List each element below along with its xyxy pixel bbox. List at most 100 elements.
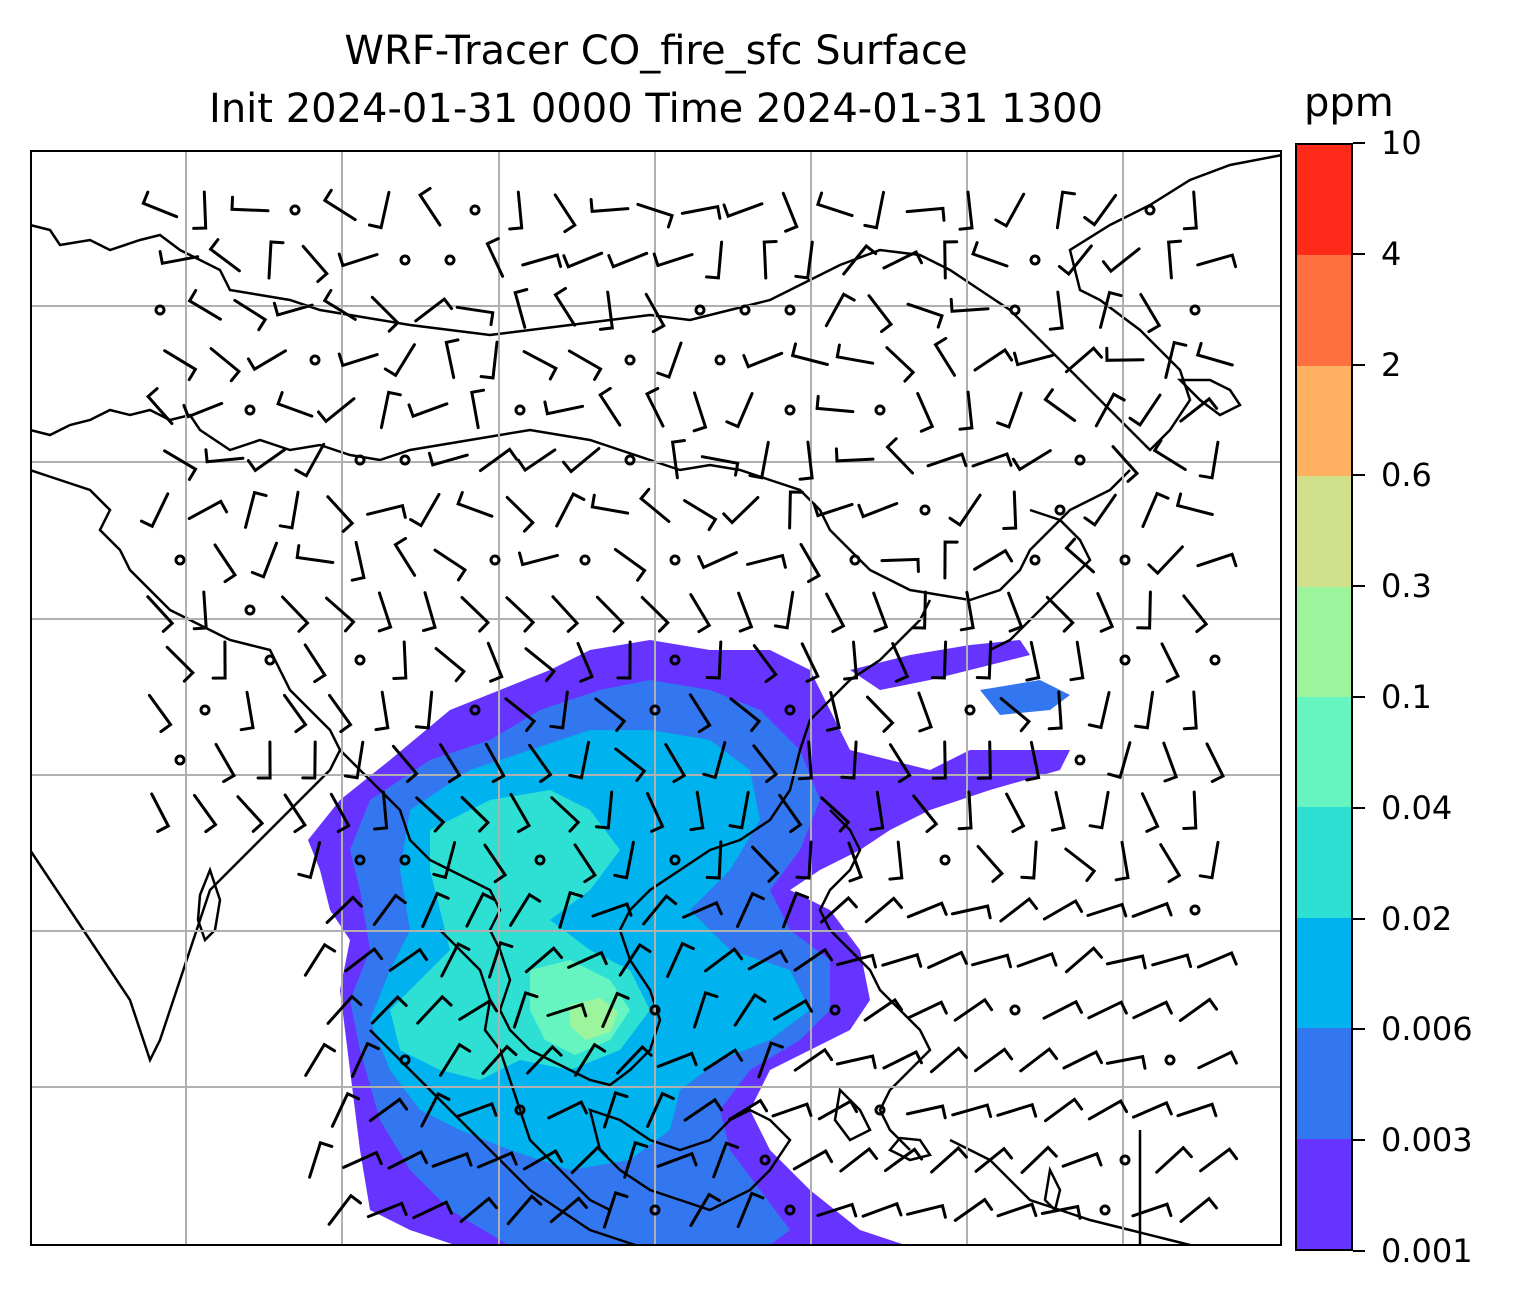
colorbar-segment-3 <box>1297 807 1351 918</box>
wind-barb <box>484 742 506 784</box>
wind-barb <box>973 548 1014 571</box>
wind-barb <box>573 843 597 884</box>
calm-marker <box>1119 654 1131 666</box>
wind-barb <box>616 1044 653 1075</box>
wind-barb <box>705 240 724 280</box>
wind-barb <box>1016 951 1058 968</box>
calm-marker <box>444 254 456 266</box>
wind-barb <box>773 998 814 1021</box>
calm-marker <box>199 704 211 716</box>
wind-barb <box>798 440 814 481</box>
wind-barb <box>555 491 586 528</box>
wind-barb <box>888 840 904 881</box>
wind-barb <box>836 953 877 969</box>
colorbar-tick-label: 2 <box>1381 345 1402 384</box>
wind-barb <box>824 292 856 328</box>
wind-barb <box>601 991 630 1028</box>
calm-marker <box>1164 1054 1176 1066</box>
wind-barb <box>567 950 608 969</box>
wind-barb <box>613 840 635 880</box>
wind-barb <box>524 946 563 974</box>
calm-marker <box>1074 454 1086 466</box>
wind-barb <box>283 693 308 734</box>
wind-barb <box>815 394 855 414</box>
wind-barb <box>521 253 563 268</box>
wind-barb <box>192 590 208 631</box>
wind-barb <box>322 188 357 222</box>
wind-barb <box>607 251 649 269</box>
wind-barb <box>351 1041 380 1078</box>
wind-barb <box>656 1151 698 1168</box>
calm-marker <box>489 554 501 566</box>
wind-barb <box>773 590 795 630</box>
wind-barb <box>881 952 923 968</box>
wind-barb <box>689 1192 721 1227</box>
wind-barb <box>1062 1049 1103 1070</box>
wind-barb <box>526 1044 563 1075</box>
wind-barb <box>1182 790 1198 830</box>
colorbar-tick-label: 0.006 <box>1381 1010 1473 1049</box>
wind-barb <box>192 190 208 230</box>
wind-barb <box>839 1146 879 1173</box>
calm-marker <box>174 554 186 566</box>
wind-barb <box>431 1151 473 1168</box>
wind-barb <box>1083 193 1118 227</box>
wind-barb <box>692 391 708 433</box>
wind-barb <box>567 349 603 381</box>
wind-barb <box>788 490 804 530</box>
wind-barb <box>618 942 652 977</box>
wind-barb <box>373 790 389 831</box>
wind-barb <box>943 240 959 280</box>
wind-barb <box>1131 901 1173 918</box>
wind-barb <box>476 1151 518 1169</box>
wind-barb <box>409 492 441 528</box>
wind-barb <box>861 1201 903 1218</box>
wind-barb <box>379 390 402 430</box>
wind-barb <box>366 1201 408 1219</box>
wind-barb <box>1178 997 1219 1022</box>
wind-barb <box>793 1047 834 1072</box>
wind-barb <box>1105 346 1145 362</box>
wind-barb <box>512 991 539 1029</box>
wind-barb <box>664 743 687 784</box>
wind-barb <box>906 302 944 329</box>
wind-barb <box>439 743 462 784</box>
wind-barb <box>795 840 813 880</box>
wind-barb <box>528 743 553 784</box>
wind-barb <box>826 691 842 732</box>
wind-barb <box>1159 843 1182 884</box>
wind-barb <box>1019 1047 1059 1073</box>
wind-barb <box>1061 1151 1103 1168</box>
wind-barb <box>835 1054 877 1070</box>
wind-barb <box>568 740 590 780</box>
wind-barb <box>1042 898 1084 921</box>
wind-barb <box>742 351 784 369</box>
wind-barb <box>368 1097 409 1123</box>
wind-barb <box>864 896 903 924</box>
wind-barb <box>485 237 505 278</box>
wind-barb <box>880 557 920 573</box>
wind-barb <box>957 790 973 831</box>
wind-barb <box>820 895 858 924</box>
wind-barb <box>933 336 956 377</box>
wind-barb <box>825 592 846 633</box>
wind-barb <box>736 891 765 928</box>
colorbar-tick-label: 0.6 <box>1381 456 1432 495</box>
calm-marker <box>694 304 706 316</box>
wind-barb <box>377 591 393 633</box>
wind-barb <box>391 744 419 783</box>
colorbar-tick-label: 0.003 <box>1381 1121 1473 1160</box>
wind-barb <box>799 542 822 584</box>
wind-barb <box>595 595 625 633</box>
wind-barb <box>1096 592 1115 633</box>
wind-barb <box>460 596 491 633</box>
wind-barb <box>953 1197 994 1222</box>
wind-barb <box>570 1145 608 1175</box>
wind-barb <box>1088 790 1110 830</box>
wind-barb <box>1196 253 1238 269</box>
colorbar-tick-label: 0.1 <box>1381 678 1432 716</box>
calm-marker <box>244 404 256 416</box>
wind-barb <box>907 1000 948 1020</box>
wind-barb <box>1086 902 1128 918</box>
wind-barb <box>974 1047 1014 1073</box>
